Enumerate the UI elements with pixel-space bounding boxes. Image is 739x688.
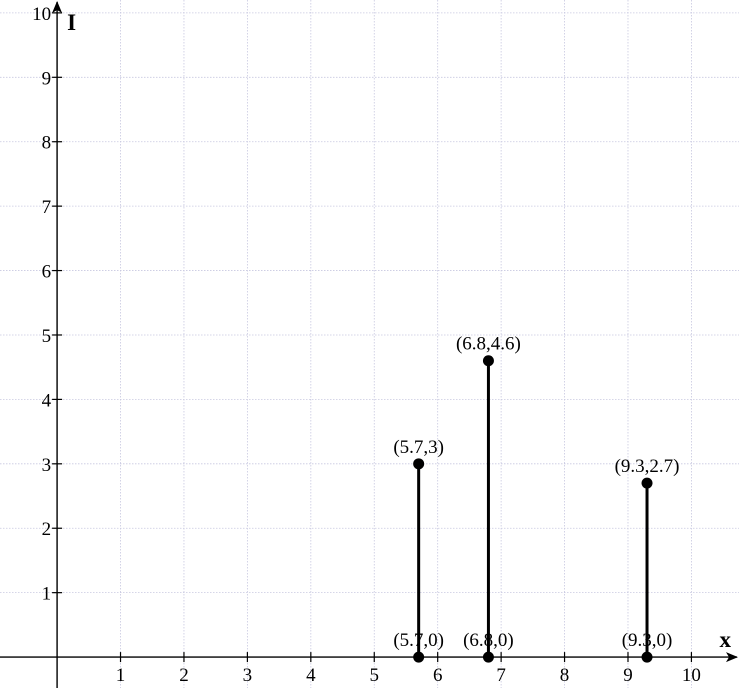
- stem-base-label: (5.7,0): [393, 630, 444, 651]
- x-axis-arrow: [726, 652, 738, 663]
- y-axis-arrow: [52, 1, 63, 13]
- stem-top-label: (9.3,2.7): [615, 456, 680, 477]
- stem-top-label: (5.7,3): [393, 437, 444, 458]
- y-tick-label: 5: [42, 326, 52, 347]
- y-tick-label: 8: [42, 133, 52, 154]
- y-tick-label: 4: [42, 390, 52, 411]
- y-axis-title: I: [67, 10, 76, 35]
- x-tick-label: 7: [496, 665, 506, 686]
- stems: (5.7,3) (5.7,0) (6.8,4.6) (6.8,0) (9.3,2.7) (…: [393, 334, 679, 663]
- stem-base-point: [413, 651, 425, 663]
- stem-top-label: (6.8,4.6): [456, 334, 521, 355]
- y-tick-label: 10: [32, 4, 51, 25]
- x-tick-label: 8: [560, 665, 570, 686]
- x-tick-label: 10: [682, 665, 701, 686]
- x-tick-label: 5: [370, 665, 380, 686]
- x-tick-label: 9: [623, 665, 633, 686]
- stem-top-point: [413, 458, 425, 470]
- x-tick-label: 6: [433, 665, 443, 686]
- x-tick-label: 2: [179, 665, 189, 686]
- ticks: 1 2 3 4 5 6 7 8 9 10 1 2 3 4 5 6 7 8 9 10: [32, 4, 701, 686]
- stem-top-point: [482, 355, 494, 367]
- stem-base-point: [641, 651, 653, 663]
- y-tick-label: 3: [42, 455, 52, 476]
- stem-base-label: (9.3,0): [622, 630, 673, 651]
- stem-base-label: (6.8,0): [463, 630, 514, 651]
- y-tick-label: 6: [42, 262, 52, 283]
- y-tick-label: 7: [42, 197, 52, 218]
- x-tick-label: 1: [116, 665, 126, 686]
- y-tick-label: 2: [42, 519, 52, 540]
- x-tick-label: 3: [243, 665, 253, 686]
- y-tick-label: 1: [42, 584, 52, 605]
- y-tick-label: 9: [42, 68, 52, 89]
- stem-top-point: [641, 477, 653, 489]
- stem-base-point: [482, 651, 494, 663]
- x-axis-title: x: [720, 627, 732, 652]
- x-tick-label: 4: [306, 665, 316, 686]
